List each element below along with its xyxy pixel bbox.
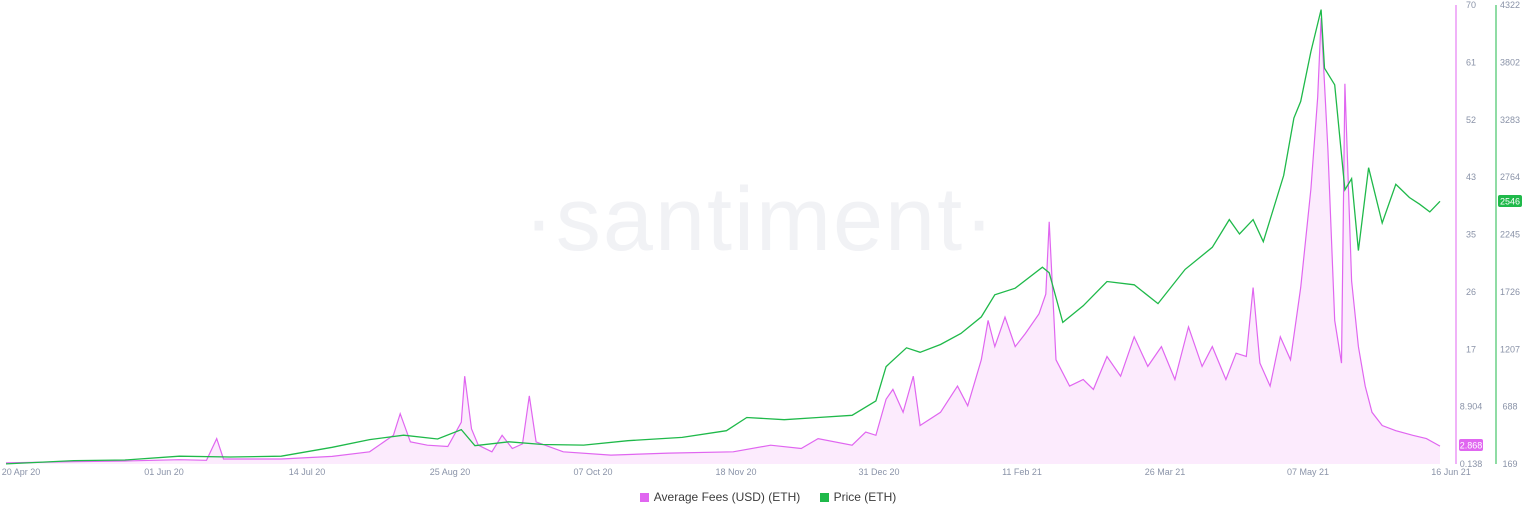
x-tick-label: 20 Apr 20 <box>2 467 41 477</box>
fees-current-value: 2.868 <box>1460 441 1483 451</box>
price-axis-ticks: 169 688 1207 1726 2245 2764 3283 3802 4322 <box>1500 0 1520 469</box>
fees-tick-label: 43 <box>1466 172 1476 182</box>
x-tick-label: 11 Feb 21 <box>1002 467 1042 477</box>
price-current-value: 2546 <box>1500 197 1520 207</box>
fees-tick-label: 52 <box>1466 115 1476 125</box>
fees-series-layer <box>5 18 1441 464</box>
legend-label-fees: Average Fees (USD) (ETH) <box>653 490 801 504</box>
price-tick-label: 2764 <box>1500 172 1520 182</box>
legend: Average Fees (USD) (ETH) Price (ETH) <box>0 490 1536 504</box>
x-tick-label: 18 Nov 20 <box>715 467 756 477</box>
x-tick-label: 16 Jun 21 <box>1431 467 1471 477</box>
watermark: ·santiment· <box>524 170 996 270</box>
price-line <box>5 9 1441 465</box>
x-tick-label: 14 Jul 20 <box>289 467 326 477</box>
fees-tick-label: 70 <box>1466 0 1476 10</box>
fees-tick-label: 0.138 <box>1460 459 1483 469</box>
fees-area <box>6 18 1440 464</box>
x-tick-label: 31 Dec 20 <box>858 467 899 477</box>
legend-swatch-price <box>819 493 829 502</box>
legend-label-price: Price (ETH) <box>833 490 897 504</box>
legend-item-fees[interactable]: Average Fees (USD) (ETH) <box>639 490 801 504</box>
legend-item-price[interactable]: Price (ETH) <box>819 490 897 504</box>
x-tick-label: 07 May 21 <box>1287 467 1329 477</box>
price-current-value-badge: 2546 <box>1498 195 1522 207</box>
price-tick-label: 688 <box>1502 402 1517 412</box>
price-tick-label: 3283 <box>1500 115 1520 125</box>
x-axis-ticks: 20 Apr 20 01 Jun 20 14 Jul 20 25 Aug 20 07 O… <box>2 467 1471 477</box>
x-tick-label: 26 Mar 21 <box>1145 467 1186 477</box>
fees-axis-ticks: 0.138 8.904 17 26 35 43 52 61 70 <box>1460 0 1483 469</box>
price-tick-label: 4322 <box>1500 0 1520 10</box>
price-tick-label: 169 <box>1502 459 1517 469</box>
x-tick-label: 07 Oct 20 <box>573 467 612 477</box>
fees-tick-label: 35 <box>1466 230 1476 240</box>
fees-tick-label: 61 <box>1466 57 1476 67</box>
legend-swatch-fees <box>639 493 649 502</box>
x-tick-label: 01 Jun 20 <box>144 467 184 477</box>
price-tick-label: 3802 <box>1500 57 1520 67</box>
price-tick-label: 1207 <box>1500 344 1520 354</box>
price-series-layer <box>5 9 1441 465</box>
fees-current-value-badge: 2.868 <box>1459 439 1483 451</box>
fees-line <box>5 18 1441 464</box>
x-tick-label: 25 Aug 20 <box>430 467 471 477</box>
price-tick-label: 2245 <box>1500 230 1520 240</box>
fees-tick-label: 26 <box>1466 287 1476 297</box>
fees-tick-label: 17 <box>1466 344 1476 354</box>
fees-tick-label: 8.904 <box>1460 402 1483 412</box>
price-tick-label: 1726 <box>1500 287 1520 297</box>
